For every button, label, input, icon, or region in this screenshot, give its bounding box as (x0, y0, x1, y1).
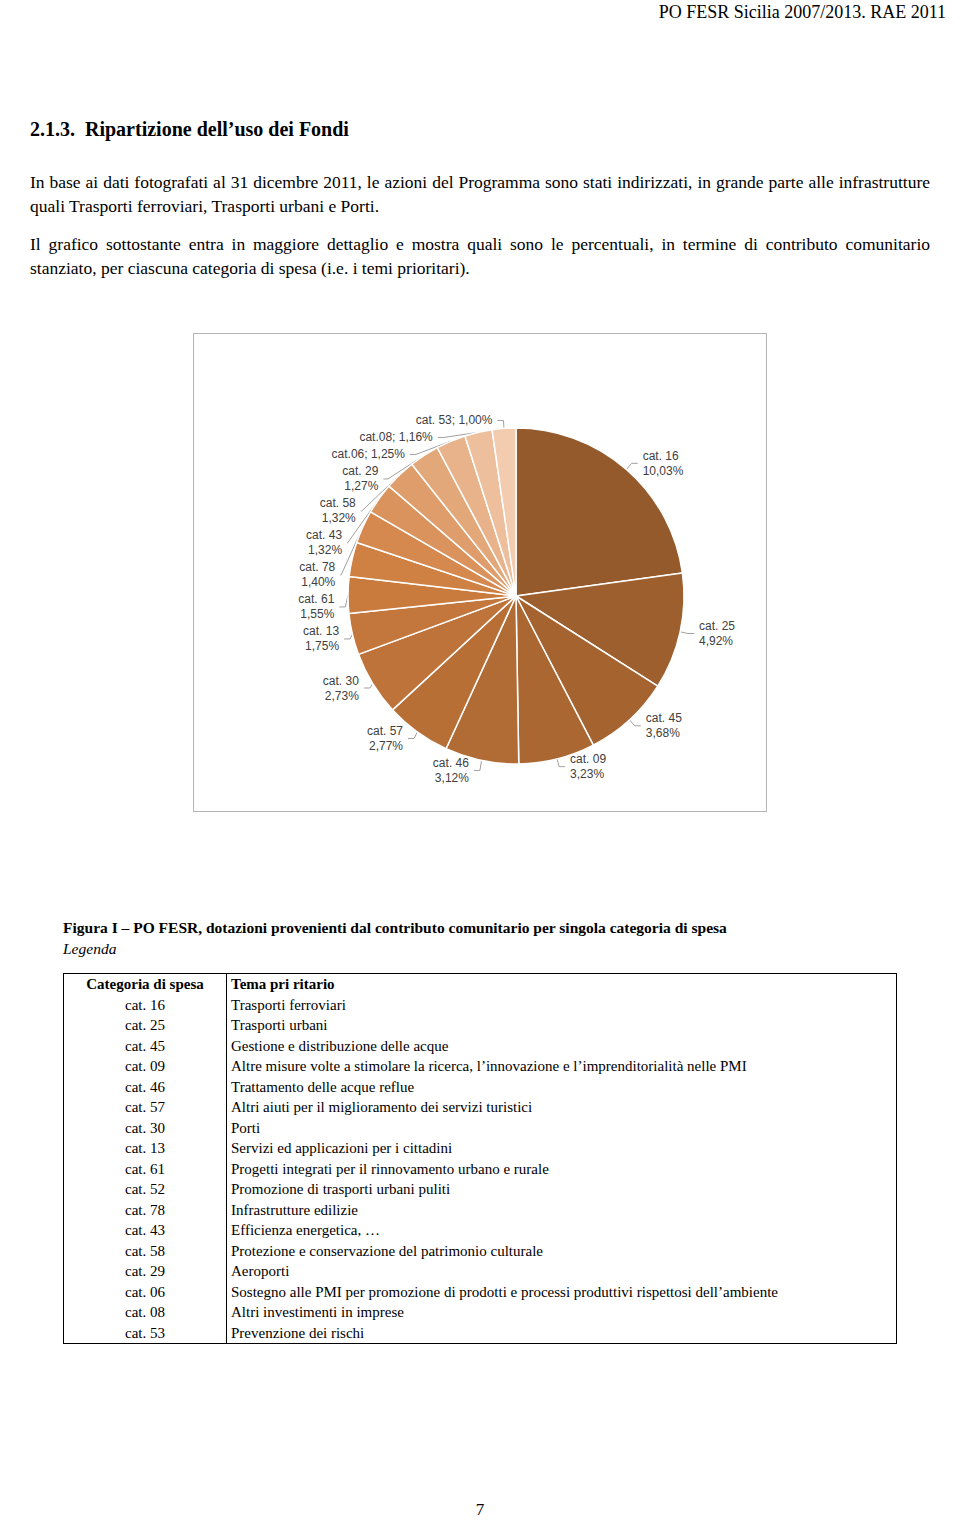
svg-text:1,32%: 1,32% (322, 511, 356, 525)
svg-text:1,55%: 1,55% (300, 607, 334, 621)
html-text:Il grafico sottostante entra i: Il grafico sottostante entra in maggiore… (30, 234, 930, 278)
svg-text:cat. 13: cat. 13 (303, 624, 339, 638)
html-text:cat. 61: cat. 61 (125, 1160, 165, 1177)
html-text:Progetti integrati per il rinn: Progetti integrati per il rinnovamento u… (231, 1160, 549, 1177)
html-text:Trasporti ferroviari: Trasporti ferroviari (231, 996, 346, 1013)
svg-text:1,40%: 1,40% (301, 575, 335, 589)
html-text:cat. 53: cat. 53 (125, 1324, 165, 1341)
svg-text:cat. 53; 1,00%: cat. 53; 1,00% (416, 413, 493, 427)
html-text:cat. 57: cat. 57 (125, 1099, 165, 1116)
html-text:cat. 09: cat. 09 (125, 1058, 165, 1075)
svg-text:cat. 45: cat. 45 (646, 711, 682, 725)
svg-text:cat. 09: cat. 09 (570, 752, 606, 766)
html-text:Figura I – PO FESR, dotazioni: Figura I – PO FESR, dotazioni provenient… (63, 919, 727, 936)
html-text:cat. 29: cat. 29 (125, 1263, 165, 1280)
svg-text:cat. 16: cat. 16 (643, 449, 679, 463)
html-text:Aeroporti: Aeroporti (231, 1263, 290, 1280)
svg-text:10,03%: 10,03% (643, 464, 684, 478)
svg-text:1,32%: 1,32% (308, 543, 342, 557)
svg-text:3,12%: 3,12% (435, 771, 469, 785)
html-text:Protezione e conservazione del: Protezione e conservazione del patrimoni… (231, 1242, 543, 1259)
svg-text:cat. 30: cat. 30 (323, 674, 359, 688)
svg-text:1,27%: 1,27% (344, 479, 378, 493)
html-text:In base ai dati fotografati al: In base ai dati fotografati al 31 dicemb… (30, 172, 930, 216)
html-text:Altre misure volte a stimolare: Altre misure volte a stimolare la ricerc… (231, 1058, 747, 1075)
html-text:cat. 16: cat. 16 (125, 996, 165, 1013)
html-text:Altri investimenti in imprese: Altri investimenti in imprese (231, 1304, 404, 1321)
svg-text:cat. 57: cat. 57 (367, 724, 403, 738)
svg-text:cat. 58: cat. 58 (320, 496, 356, 510)
svg-text:cat. 29: cat. 29 (342, 464, 378, 478)
svg-text:cat. 25: cat. 25 (699, 619, 735, 633)
html-text:Porti: Porti (231, 1119, 261, 1136)
html-text:cat. 13: cat. 13 (125, 1140, 165, 1157)
html-text:Servizi ed applicazioni per i: Servizi ed applicazioni per i cittadini (231, 1140, 453, 1157)
html-text:Ripartizione dell’uso dei Fond: Ripartizione dell’uso dei Fondi (85, 118, 349, 140)
svg-text:cat. 46: cat. 46 (433, 756, 469, 770)
html-text:Trasporti urbani: Trasporti urbani (231, 1017, 328, 1034)
html-text:Gestione e distribuzione delle: Gestione e distribuzione delle acque (231, 1037, 449, 1054)
html-text:Legenda: Legenda (63, 940, 117, 957)
html-text:Promozione di trasporti urbani: Promozione di trasporti urbani puliti (231, 1181, 451, 1198)
html-text:cat. 52: cat. 52 (125, 1181, 165, 1198)
html-text:cat. 08: cat. 08 (125, 1304, 165, 1321)
html-text:Altri aiuti per il miglioramen: Altri aiuti per il miglioramento dei ser… (231, 1099, 533, 1116)
svg-text:1,75%: 1,75% (305, 639, 339, 653)
html-text:PO FESR Sicilia 2007/2013. RAE: PO FESR Sicilia 2007/2013. RAE 2011 (658, 2, 946, 22)
html-text:cat. 30: cat. 30 (125, 1119, 165, 1136)
svg-text:cat.06; 1,25%: cat.06; 1,25% (332, 447, 406, 461)
html-text:Categoria di spesa: Categoria di spesa (86, 976, 204, 993)
html-text:Prevenzione dei rischi: Prevenzione dei rischi (231, 1324, 365, 1341)
html-text:Trattamento delle acque reflue: Trattamento delle acque reflue (231, 1078, 415, 1095)
svg-text:cat. 61: cat. 61 (298, 592, 334, 606)
html-text:cat. 45: cat. 45 (125, 1037, 165, 1054)
svg-text:2,77%: 2,77% (369, 739, 403, 753)
html-text:cat. 43: cat. 43 (125, 1222, 165, 1239)
html-text:cat. 06: cat. 06 (125, 1283, 165, 1300)
html-text:cat. 25: cat. 25 (125, 1017, 165, 1034)
svg-text:cat. 43: cat. 43 (306, 528, 342, 542)
html-text:Tema pri ritario: Tema pri ritario (231, 976, 335, 993)
svg-text:cat. 78: cat. 78 (299, 560, 335, 574)
html-text:cat. 78: cat. 78 (125, 1201, 165, 1218)
html-text:Sostegno alle PMI per promozio: Sostegno alle PMI per promozione di prod… (231, 1283, 778, 1300)
html-text:cat. 46: cat. 46 (125, 1078, 165, 1095)
svg-text:3,23%: 3,23% (570, 767, 604, 781)
html-text:cat. 58: cat. 58 (125, 1242, 165, 1259)
svg-text:cat.08; 1,16%: cat.08; 1,16% (359, 430, 433, 444)
html-text:7: 7 (475, 1500, 485, 1519)
svg-text:2,73%: 2,73% (325, 689, 359, 703)
html-text:2.1.3.: 2.1.3. (30, 118, 75, 140)
html-text:Infrastrutture edilizie: Infrastrutture edilizie (231, 1201, 358, 1218)
svg-text:4,92%: 4,92% (699, 634, 733, 648)
html-text:Efficienza energetica, …: Efficienza energetica, … (231, 1222, 380, 1239)
svg-text:3,68%: 3,68% (646, 726, 680, 740)
